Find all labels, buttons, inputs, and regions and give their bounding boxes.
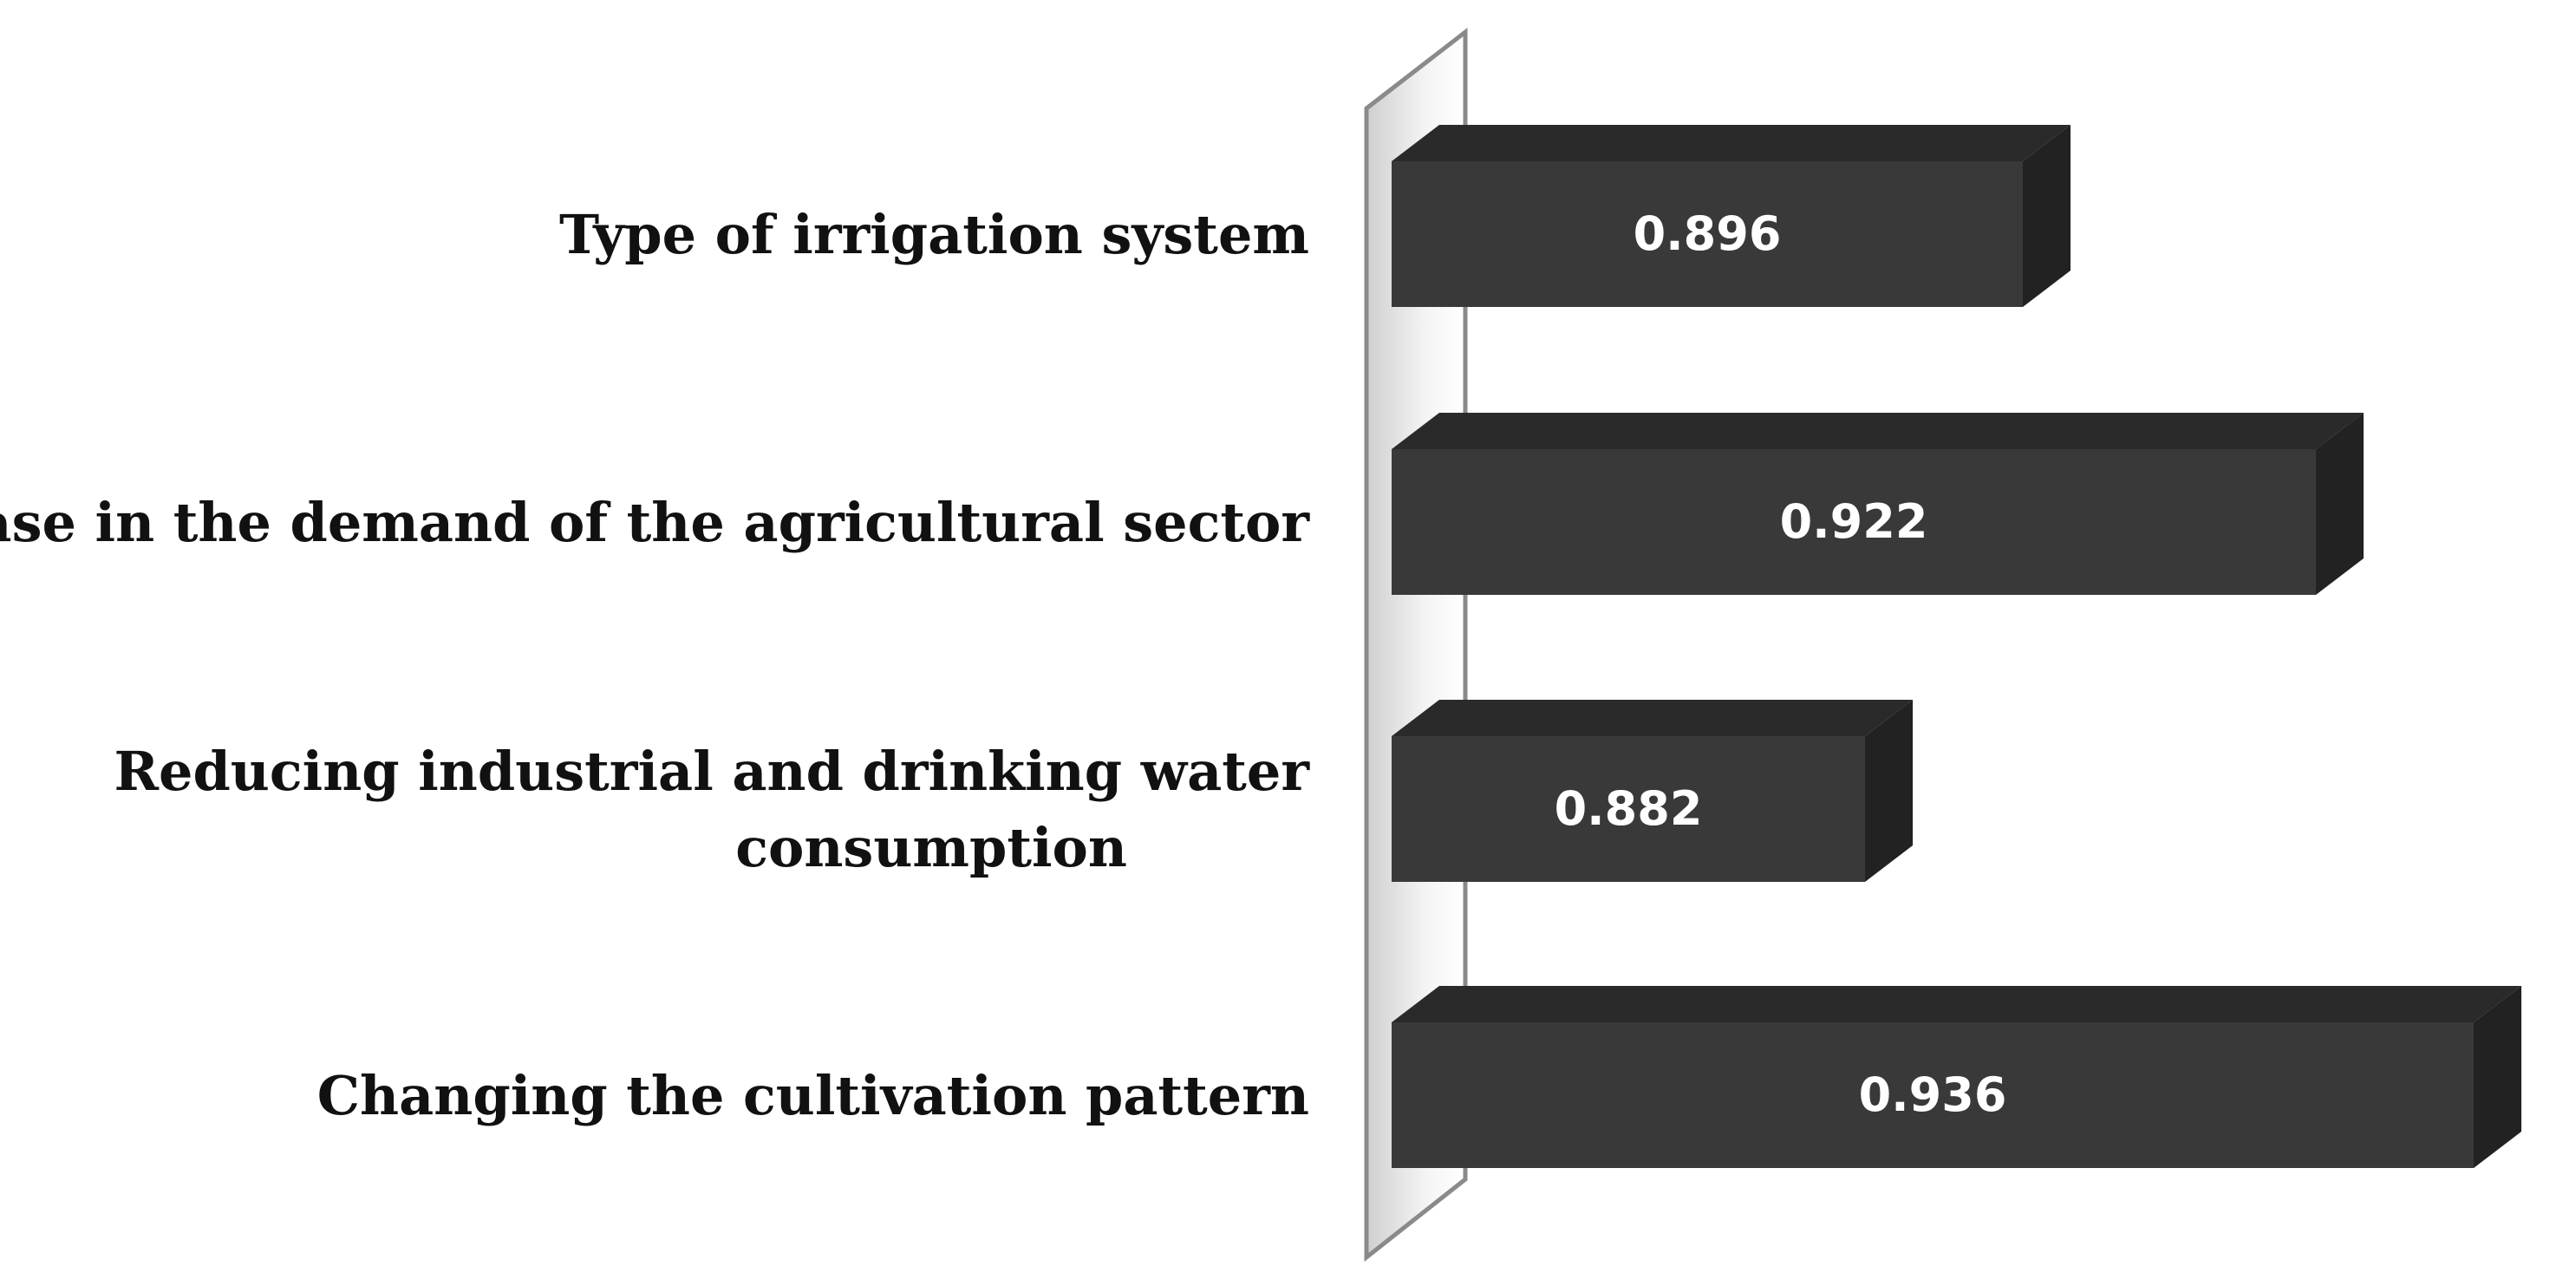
bar-top-face (1392, 700, 1913, 736)
category-labels: Type of irrigation system Decrease in the… (0, 203, 1310, 1127)
data-label-4: 0.936 (1859, 1067, 2007, 1122)
category-label-3: Reducing industrial and drinking water co… (114, 740, 1310, 879)
bar-front-face (1392, 1022, 2474, 1168)
bar-front-face (1392, 161, 2023, 307)
data-label-1: 0.896 (1634, 206, 1782, 261)
bar-front-face (1392, 449, 2316, 595)
bar-side-face (2474, 986, 2521, 1168)
bar-top-face (1392, 125, 2071, 161)
category-label-2: Decrease in the demand of the agricultur… (0, 491, 1310, 554)
bar-top-face (1392, 986, 2521, 1022)
bar-4: 0.936 (1392, 986, 2521, 1168)
category-label-4: Changing the cultivation pattern (317, 1064, 1309, 1127)
axis-wall-panel (1364, 27, 1468, 1263)
bar-side-face (2316, 413, 2364, 595)
bar-1: 0.896 (1392, 125, 2071, 307)
data-label-3: 0.882 (1555, 781, 1703, 836)
bars: 0.896 0.922 0.882 0.936 (1392, 125, 2521, 1168)
category-label-1: Type of irrigation system (559, 203, 1309, 266)
bar-front-face (1392, 736, 1865, 882)
bar-side-face (2023, 125, 2071, 307)
axis-wall (1364, 27, 1468, 1263)
bar-side-face (1865, 700, 1913, 882)
bar-3: 0.882 (1392, 700, 1913, 882)
bar-top-face (1392, 413, 2364, 449)
data-label-2: 0.922 (1780, 494, 1928, 549)
bar-2: 0.922 (1392, 413, 2364, 595)
